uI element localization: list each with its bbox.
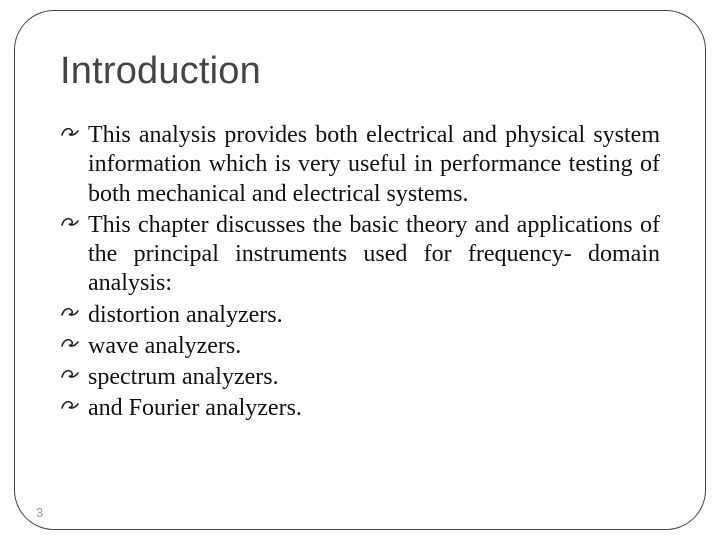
list-item: distortion analyzers. [60, 301, 660, 330]
list-item-text: wave analyzers. [88, 332, 660, 361]
list-item: and Fourier analyzers. [60, 394, 660, 423]
swash-bullet-icon [60, 363, 88, 392]
list-item-text: distortion analyzers. [88, 301, 660, 330]
list-item: This analysis provides both electrical a… [60, 121, 660, 209]
swash-bullet-icon [60, 394, 88, 423]
swash-bullet-icon [60, 301, 88, 330]
list-item-text: This chapter discusses the basic theory … [88, 211, 660, 299]
list-item: wave analyzers. [60, 332, 660, 361]
list-item: This chapter discusses the basic theory … [60, 211, 660, 299]
list-item-text: This analysis provides both electrical a… [88, 121, 660, 209]
slide-title: Introduction [60, 50, 660, 93]
slide: Introduction This analysis provides both… [0, 0, 720, 540]
bullet-list: This analysis provides both electrical a… [60, 121, 660, 424]
swash-bullet-icon [60, 332, 88, 361]
list-item-text: and Fourier analyzers. [88, 394, 660, 423]
slide-content: Introduction This analysis provides both… [60, 50, 660, 500]
page-number: 3 [36, 505, 43, 520]
list-item: spectrum analyzers. [60, 363, 660, 392]
swash-bullet-icon [60, 211, 88, 299]
swash-bullet-icon [60, 121, 88, 209]
list-item-text: spectrum analyzers. [88, 363, 660, 392]
